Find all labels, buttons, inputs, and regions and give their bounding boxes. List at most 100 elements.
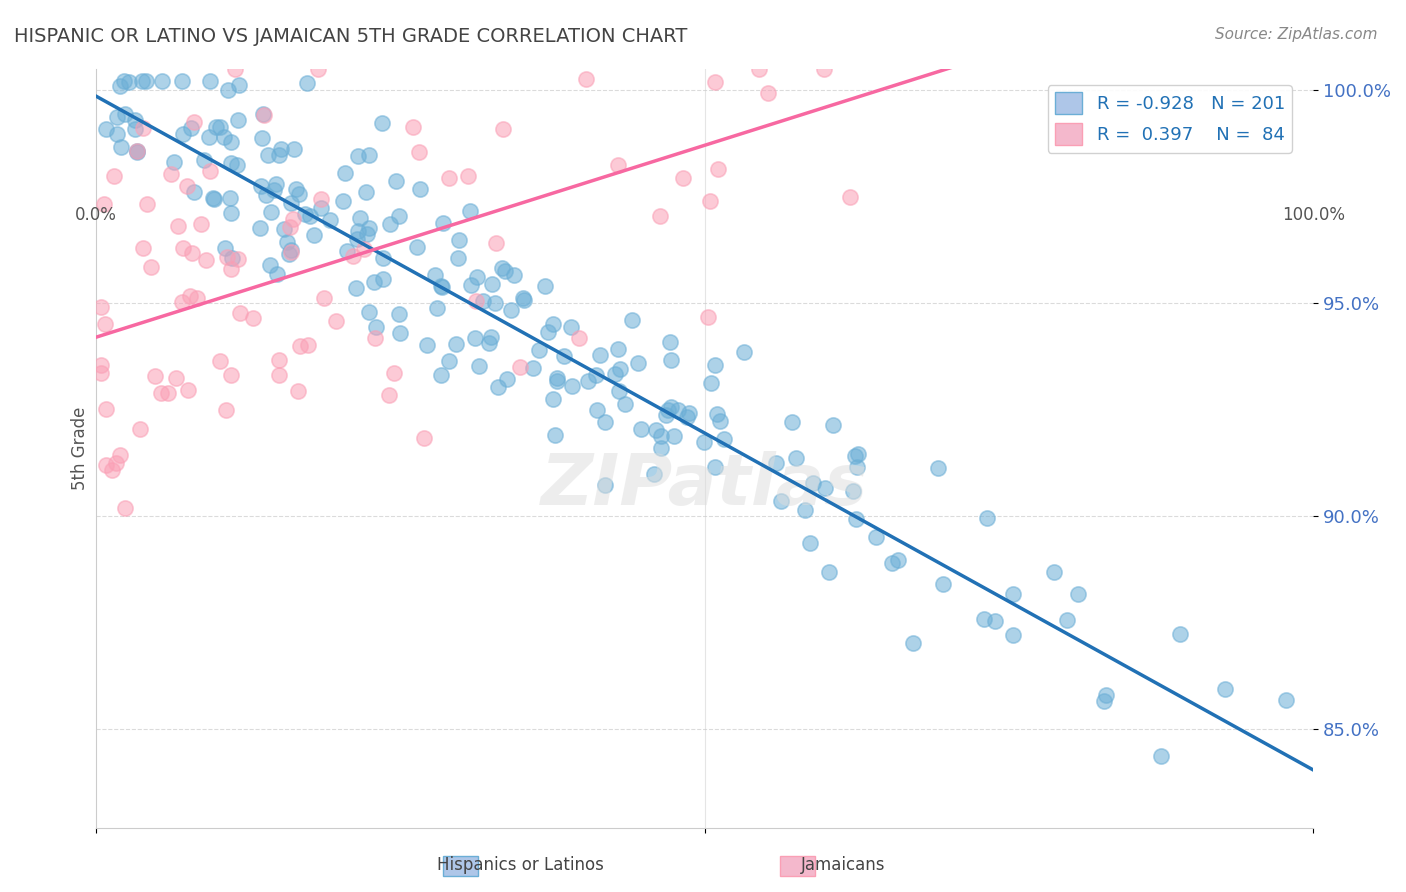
Point [430,279,453,293]
Point [593,415,616,429]
Point [509,360,531,375]
Point [181,246,204,260]
Point [288,186,311,201]
Text: ZIPatlas: ZIPatlas [541,451,869,520]
Point [430,368,453,382]
Point [388,307,411,321]
Point [671,170,693,185]
Point [661,400,683,414]
Point [332,194,354,209]
Point [353,242,375,256]
Text: Source: ZipAtlas.com: Source: ZipAtlas.com [1215,27,1378,42]
Point [1213,681,1236,696]
Point [194,252,217,267]
Point [976,511,998,525]
Point [249,220,271,235]
Point [298,209,321,223]
Point [364,320,387,334]
Point [309,201,332,215]
Point [662,429,685,443]
Point [214,241,236,255]
Point [288,338,311,352]
Point [609,384,631,398]
Point [215,403,238,417]
Point [546,374,568,388]
Point [170,294,193,309]
Point [309,192,332,206]
Point [172,127,194,141]
Legend: R = -0.928   N = 201, R =  0.397    N =  84: R = -0.928 N = 201, R = 0.397 N = 84 [1047,85,1292,153]
Point [378,388,401,402]
Point [709,414,731,428]
Point [479,330,502,344]
Point [143,368,166,383]
Point [704,75,727,89]
Point [932,577,955,591]
Point [384,174,406,188]
Point [283,212,305,227]
Point [198,129,221,144]
Point [880,556,903,570]
Point [193,153,215,167]
Point [630,422,652,436]
Point [478,335,501,350]
Point [183,115,205,129]
Point [252,131,274,145]
Point [159,167,181,181]
Point [413,431,436,445]
Point [713,432,735,446]
Point [465,269,488,284]
Point [501,303,523,318]
Point [606,158,628,172]
Point [733,344,755,359]
Point [388,326,411,340]
Text: Jamaicans: Jamaicans [801,856,886,874]
Point [297,338,319,352]
Point [654,408,676,422]
Point [416,338,439,352]
Point [704,358,727,372]
Point [356,227,378,241]
Point [603,367,626,381]
Point [190,218,212,232]
Point [114,500,136,515]
Point [280,195,302,210]
Point [983,615,1005,629]
Text: HISPANIC OR LATINO VS JAMAICAN 5TH GRADE CORRELATION CHART: HISPANIC OR LATINO VS JAMAICAN 5TH GRADE… [14,27,688,45]
Point [650,441,672,455]
Point [346,224,368,238]
Point [226,158,249,172]
Point [408,145,430,160]
Point [560,319,582,334]
Point [666,402,689,417]
Point [319,212,342,227]
Point [522,360,544,375]
Point [263,184,285,198]
Point [645,423,668,437]
Point [259,258,281,272]
Point [280,243,302,257]
Point [277,247,299,261]
Point [1095,688,1118,702]
Point [283,142,305,156]
Point [127,144,149,158]
Point [770,493,793,508]
Point [124,112,146,127]
Point [198,74,221,88]
Point [546,370,568,384]
Point [218,191,240,205]
Point [621,313,644,327]
Point [388,209,411,223]
Point [180,121,202,136]
Point [541,392,564,406]
Point [267,148,290,162]
Point [101,463,124,477]
Point [650,429,672,443]
Point [264,178,287,192]
Point [226,113,249,128]
Point [460,278,482,293]
Point [139,260,162,274]
Point [693,435,716,450]
Point [409,181,432,195]
Point [219,156,242,170]
